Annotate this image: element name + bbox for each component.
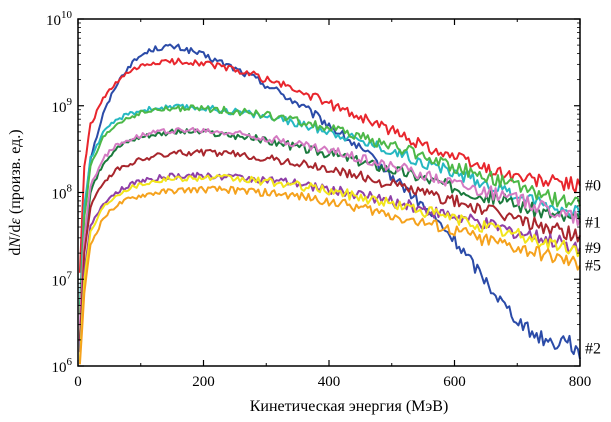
y-label-rest: (произв. ед.) [7,129,24,218]
series-label: #1 [585,215,601,232]
series-line-7 [78,171,581,353]
x-tick-label: 0 [74,374,82,390]
ticks-layer: 0 200 400 600 800 106 107 108 109 1010 [46,9,591,390]
series-label: #9 [585,240,601,257]
series-line-0 [78,43,581,360]
series-line-8 [78,173,581,361]
y-tick-label: 107 [52,269,73,289]
y-tick-label: 109 [52,96,73,116]
series-line-9 [78,185,581,365]
y-tick-label: 108 [52,183,73,203]
series-line-1 [78,57,581,273]
y-axis-label: dN/dε (произв. ед.) [7,129,24,255]
y-label-slash: /d [7,224,24,236]
series-label: #5 [585,257,601,274]
y-tick-label: 1010 [46,9,73,29]
x-axis-label: Кинетическая энергия (МэВ) [250,398,449,415]
series-label: #0 [585,178,601,195]
y-label-d: d [7,248,24,256]
x-tick-label: 800 [569,374,592,390]
series-labels: #2 #0 #1 #9#5 [585,178,601,358]
x-tick-label: 600 [443,374,466,390]
series-line-5 [78,126,581,326]
series-line-3 [78,104,581,315]
x-tick-label: 400 [318,374,341,390]
y-label-n: N [7,236,24,249]
series-label: #2 [585,340,601,357]
y-tick-label: 106 [52,356,73,376]
series-line-6 [78,148,581,342]
x-tick-label: 200 [192,374,215,390]
y-label-eps: ε [7,217,24,224]
series-layer [78,43,581,365]
